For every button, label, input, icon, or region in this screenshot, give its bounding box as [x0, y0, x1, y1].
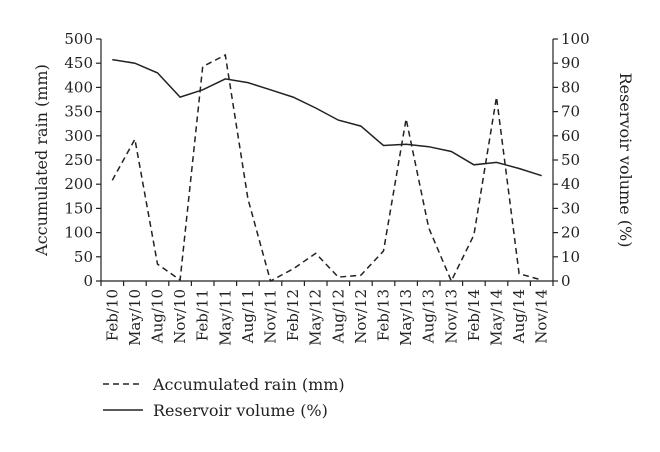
x-tick-label: Feb/13 [375, 289, 393, 341]
right-tick-label: 20 [561, 224, 580, 242]
series-line-reservoir-volume [112, 58, 542, 177]
x-tick-label: Nov/10 [171, 289, 189, 344]
right-tick-label: 60 [561, 127, 580, 145]
left-tick-label: 350 [64, 103, 93, 121]
x-tick-label: Nov/13 [442, 289, 460, 344]
x-tick-label: Aug/10 [149, 289, 167, 344]
left-tick-label: 100 [64, 224, 93, 242]
left-tick-label: 500 [64, 30, 93, 48]
x-tick-label: Feb/11 [194, 289, 212, 341]
left-axis: 0 50 100 150 200 250 300 350 400 450 500 [64, 30, 102, 290]
right-tick-label: 0 [561, 272, 571, 290]
left-tick-label: 450 [64, 54, 93, 72]
left-tick-label: 200 [64, 175, 93, 193]
left-axis-label: Accumulated rain (mm) [32, 64, 51, 257]
right-tick-label: 90 [561, 54, 580, 72]
x-tick-label: Feb/12 [284, 289, 302, 341]
left-tick-label: 0 [83, 272, 93, 290]
left-tick-label: 150 [64, 199, 93, 217]
right-tick-label: 100 [561, 30, 590, 48]
x-tick-label: Feb/14 [465, 289, 483, 341]
x-tick-label: Aug/14 [510, 289, 528, 344]
x-tick-label: May/12 [307, 289, 325, 346]
x-tick-label: Aug/11 [239, 289, 257, 344]
right-tick-label: 50 [561, 151, 580, 169]
legend-label-rain: Accumulated rain (mm) [152, 375, 345, 394]
x-tick-label: Aug/13 [420, 289, 438, 344]
x-tick-label: May/10 [126, 289, 144, 346]
right-tick-label: 70 [561, 103, 580, 121]
left-tick-label: 400 [64, 78, 93, 96]
left-tick-label: 300 [64, 127, 93, 145]
x-tick-label: Nov/12 [352, 289, 370, 344]
x-tick-label: May/11 [216, 289, 234, 346]
x-tick-label: Nov/11 [262, 289, 280, 344]
x-tick-label: Nov/14 [533, 289, 551, 344]
left-tick-label: 50 [74, 248, 93, 266]
legend-label-volume: Reservoir volume (%) [153, 401, 328, 420]
x-tick-label: Feb/10 [103, 289, 121, 341]
right-axis-label: Reservoir volume (%) [616, 73, 635, 248]
right-tick-label: 40 [561, 175, 580, 193]
x-tick-label: May/14 [488, 289, 506, 346]
right-axis: 0 10 20 30 40 50 60 70 80 90 100 [552, 30, 590, 290]
left-tick-label: 250 [64, 151, 93, 169]
right-tick-label: 10 [561, 248, 580, 266]
plot-area [111, 53, 542, 283]
x-tick-label: May/13 [397, 289, 415, 346]
x-axis: Feb/10 May/10 Aug/10 Nov/10 Feb/11 May/11 Aug/… [100, 280, 554, 346]
right-tick-label: 30 [561, 199, 580, 217]
series-line-accumulated-rain [111, 53, 542, 283]
right-tick-label: 80 [561, 78, 580, 96]
x-tick-label: Aug/12 [329, 289, 347, 344]
legend: Accumulated rain (mm) Reservoir volume (… [103, 375, 345, 420]
